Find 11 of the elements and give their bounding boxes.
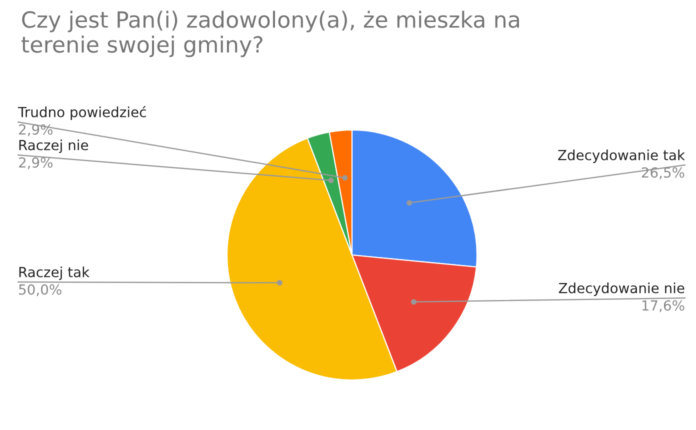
data-label: 2,9% — [19, 124, 53, 136]
slice-label: Zdecydowanie tak — [558, 150, 685, 163]
chart-title: Czy jest Pan(i) zadowolony(a), że mieszka na terenie swojej gminy? — [21, 10, 519, 58]
data-label: 50,0% — [19, 284, 62, 296]
slice-label: Raczej nie — [19, 140, 88, 153]
data-label: 26,5% — [642, 167, 684, 180]
slice-label: Raczej tak — [19, 266, 90, 280]
data-label: 17,6% — [642, 300, 684, 312]
data-label: 2,9% — [19, 157, 53, 170]
slice-label: Trudno powiedzieć — [18, 106, 146, 120]
slice-label: Zdecydowanie nie — [558, 282, 684, 296]
